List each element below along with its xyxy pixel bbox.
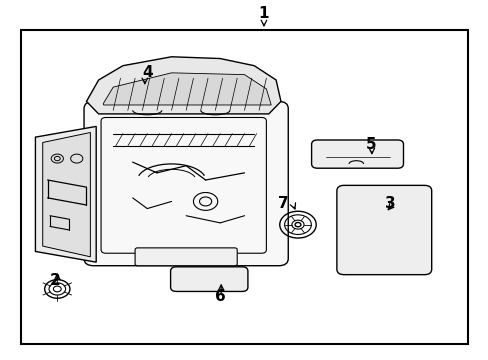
FancyBboxPatch shape <box>336 185 431 275</box>
Text: 5: 5 <box>365 137 375 152</box>
FancyBboxPatch shape <box>135 248 237 266</box>
Text: 1: 1 <box>258 6 269 21</box>
Polygon shape <box>86 57 281 114</box>
Text: 6: 6 <box>214 289 225 303</box>
Polygon shape <box>42 132 90 257</box>
Text: 3: 3 <box>384 196 395 211</box>
Polygon shape <box>103 73 271 105</box>
Polygon shape <box>35 126 96 262</box>
FancyBboxPatch shape <box>170 267 247 292</box>
Text: 7: 7 <box>278 196 288 211</box>
FancyBboxPatch shape <box>84 102 287 266</box>
Text: 4: 4 <box>142 65 152 80</box>
Text: 2: 2 <box>49 273 60 288</box>
FancyBboxPatch shape <box>311 140 403 168</box>
